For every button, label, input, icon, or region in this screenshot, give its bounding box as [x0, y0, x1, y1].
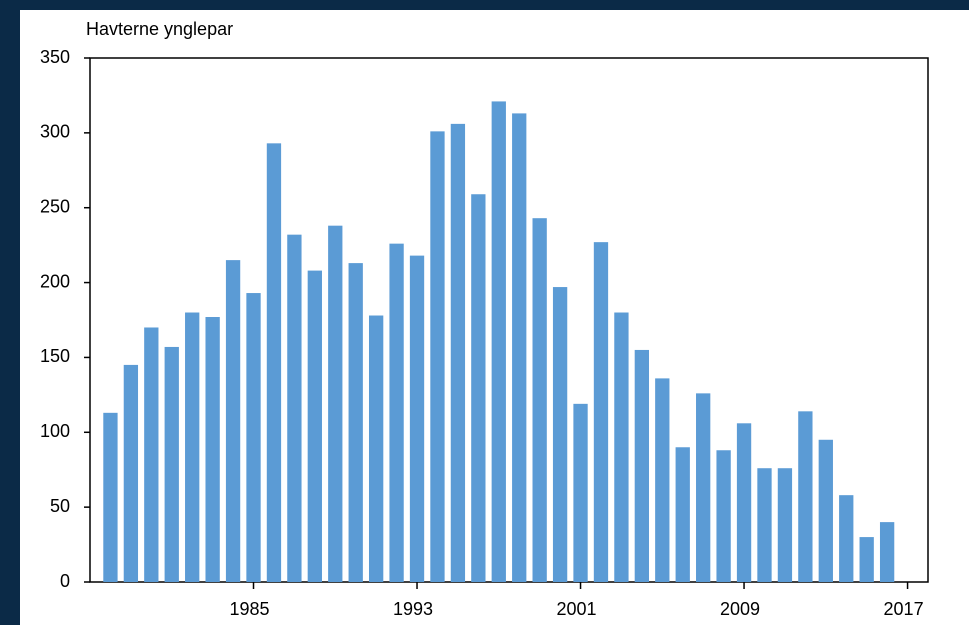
- bar: [696, 393, 711, 582]
- bar: [879, 522, 895, 582]
- x-tick-label: 1985: [229, 599, 269, 619]
- bar: [328, 225, 343, 582]
- bar: [185, 312, 200, 582]
- y-tick-label: 250: [40, 196, 70, 216]
- bar: [123, 364, 139, 582]
- y-tick-label: 150: [40, 346, 70, 366]
- bar: [491, 101, 506, 582]
- y-tick-label: 100: [40, 421, 70, 441]
- bar: [103, 412, 118, 582]
- bar: [859, 537, 874, 582]
- y-tick-label: 0: [60, 571, 70, 591]
- bar: [409, 255, 425, 582]
- bar: [205, 317, 220, 582]
- bar: [368, 315, 384, 582]
- bar: [552, 287, 568, 582]
- bar: [430, 131, 445, 583]
- y-tick-label: 350: [40, 47, 70, 67]
- chart-title: Havterne ynglepar: [86, 19, 233, 39]
- bar: [573, 403, 588, 582]
- y-tick-label: 50: [50, 496, 70, 516]
- bar: [736, 423, 752, 582]
- bar: [144, 327, 159, 582]
- bar: [614, 312, 629, 582]
- bar: [655, 378, 670, 582]
- bar: [675, 447, 690, 582]
- bar: [757, 468, 772, 582]
- bar: [266, 143, 282, 582]
- x-tick-label: 2009: [720, 599, 760, 619]
- x-tick-label: 1993: [393, 599, 433, 619]
- bar: [716, 450, 731, 582]
- bar: [450, 123, 466, 583]
- plot-frame: [89, 57, 929, 583]
- bar: [818, 439, 833, 582]
- bar: [839, 495, 854, 582]
- x-tick-label: 2017: [884, 599, 924, 619]
- bar: [798, 411, 813, 582]
- bar: [593, 242, 609, 583]
- bar: [512, 113, 527, 582]
- y-tick-label: 200: [40, 271, 70, 291]
- x-tick-label: 2001: [557, 599, 597, 619]
- bar: [389, 243, 404, 582]
- bar: [307, 270, 322, 582]
- bar: [246, 293, 261, 582]
- bar: [348, 263, 363, 582]
- bar: [287, 234, 302, 583]
- bar: [164, 346, 179, 582]
- bar: [471, 194, 486, 583]
- y-tick-label: 300: [40, 122, 70, 142]
- bar: [634, 349, 650, 582]
- bar: [777, 468, 793, 582]
- bar: [225, 260, 241, 582]
- bar: [532, 218, 547, 583]
